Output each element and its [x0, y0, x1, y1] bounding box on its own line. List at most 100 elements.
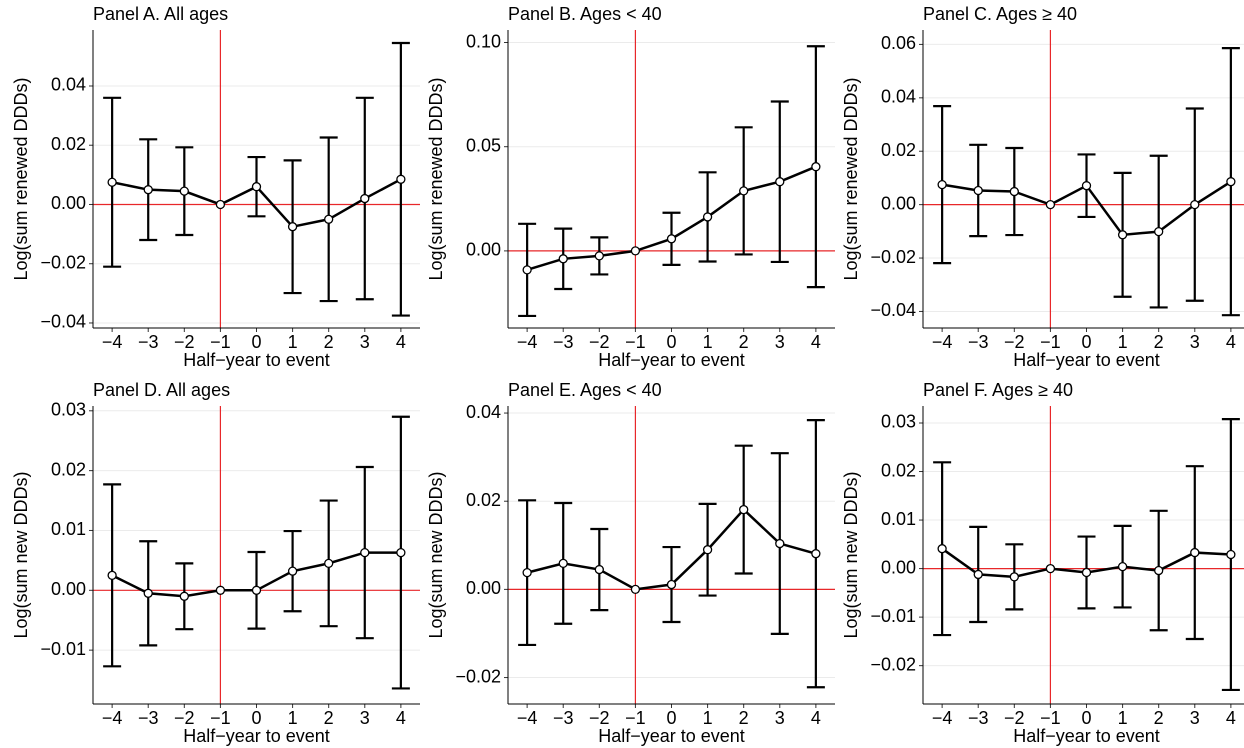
estimate-point [594, 251, 604, 261]
x-tick-label: −3 [138, 332, 159, 352]
estimate-point [396, 174, 406, 184]
estimate-point [937, 179, 947, 190]
y-tick-label: 0.10 [466, 31, 501, 51]
x-axis-label: Half−year to event [598, 726, 745, 746]
x-axis-label: Half−year to event [1013, 350, 1160, 370]
estimate-point [396, 547, 406, 558]
estimate-point [143, 185, 153, 195]
panel: −0.04 −0.02 0.00 0.02 0.04 −4 −3 −2 −1 0 1 2 3 4 Panel… [11, 4, 420, 370]
x-tick-label: 4 [811, 332, 821, 352]
x-tick-label: 1 [703, 708, 713, 728]
estimate-point [739, 504, 749, 515]
estimate-point [215, 585, 226, 595]
estimate-point [522, 567, 532, 578]
x-tick-label: −3 [968, 708, 989, 728]
x-tick-label: 0 [1081, 332, 1091, 352]
estimate-point [1117, 230, 1128, 240]
y-tick-label: 0.01 [881, 509, 916, 529]
y-axis-label: Log(sum renewed DDDs) [11, 77, 31, 280]
panel-title: Panel C. Ages ≥ 40 [923, 4, 1077, 24]
x-tick-label: −4 [102, 708, 123, 728]
estimate-point [702, 212, 713, 222]
x-tick-label: 3 [360, 332, 370, 352]
x-tick-label: 0 [1081, 708, 1091, 728]
y-tick-label: 0.02 [466, 490, 501, 510]
x-tick-label: −4 [932, 332, 953, 352]
y-tick-label: 0.01 [51, 519, 86, 539]
x-tick-label: 1 [703, 332, 713, 352]
y-tick-label: −0.04 [40, 312, 86, 332]
estimate-point [775, 177, 785, 187]
y-tick-label: 0.04 [51, 75, 86, 95]
y-axis-label: Log(sum renewed DDDs) [426, 77, 446, 280]
x-tick-label: −1 [210, 332, 231, 352]
x-tick-label: 0 [251, 708, 261, 728]
estimate-point [1081, 567, 1092, 578]
estimate-point [107, 570, 117, 580]
x-tick-label: 1 [1118, 332, 1128, 352]
x-tick-label: 0 [666, 332, 676, 352]
estimate-point [360, 193, 370, 204]
y-tick-label: 0.02 [51, 134, 86, 154]
y-tick-label: −0.04 [870, 300, 916, 320]
x-tick-label: 4 [1226, 332, 1236, 352]
x-tick-label: −3 [968, 332, 989, 352]
x-tick-label: 0 [666, 708, 676, 728]
panel: −0.04 −0.02 0.00 0.02 0.04 0.06 −4 −3 −2 −1 0 1 2 3 4 P… [841, 4, 1244, 370]
estimate-point [1154, 565, 1164, 576]
estimate-point [287, 222, 298, 232]
x-tick-label: 2 [324, 708, 334, 728]
x-tick-label: 2 [739, 332, 749, 352]
y-tick-label: −0.02 [40, 252, 86, 272]
x-tick-label: 3 [775, 708, 785, 728]
y-tick-label: 0.00 [881, 193, 916, 213]
estimate-point [775, 538, 785, 549]
x-tick-label: 4 [396, 708, 406, 728]
estimate-point [937, 544, 947, 554]
estimate-point [558, 254, 568, 264]
y-tick-label: 0.04 [881, 87, 916, 107]
x-tick-label: 1 [288, 332, 298, 352]
x-axis-label: Half−year to event [183, 726, 330, 746]
x-tick-label: 3 [360, 708, 370, 728]
estimate-point [1117, 561, 1128, 572]
estimate-point [1154, 226, 1164, 237]
estimate-point [1190, 547, 1200, 558]
estimate-point [739, 186, 749, 196]
x-tick-label: −3 [553, 332, 574, 352]
panel: 0.00 0.05 0.10 −4 −3 −2 −1 0 1 2 3 4 Panel B. Ages <… [426, 4, 835, 370]
estimate-point [1190, 199, 1200, 210]
panel-title: Panel A. All ages [93, 4, 228, 24]
y-tick-label: 0.02 [881, 140, 916, 160]
estimate-point [666, 579, 677, 590]
x-tick-label: 3 [1190, 708, 1200, 728]
x-tick-label: −1 [625, 708, 646, 728]
x-tick-label: 3 [775, 332, 785, 352]
x-tick-label: 4 [1226, 708, 1236, 728]
x-tick-label: −2 [174, 332, 195, 352]
x-tick-label: −2 [1004, 332, 1025, 352]
estimate-point [1081, 181, 1092, 191]
x-axis-label: Half−year to event [183, 350, 330, 370]
estimate-point [973, 569, 983, 580]
x-axis-label: Half−year to event [1013, 726, 1160, 746]
y-tick-label: −0.01 [40, 639, 86, 659]
y-axis-label: Log(sum new DDDs) [426, 471, 446, 638]
x-tick-label: 2 [1154, 332, 1164, 352]
x-tick-label: 1 [288, 708, 298, 728]
x-tick-label: −1 [625, 332, 646, 352]
x-tick-label: −1 [1040, 332, 1061, 352]
x-tick-label: −3 [138, 708, 159, 728]
estimate-point [179, 591, 189, 601]
estimate-point [666, 234, 677, 244]
y-tick-label: 0.06 [881, 33, 916, 53]
y-tick-label: 0.02 [881, 460, 916, 480]
y-tick-label: 0.02 [51, 459, 86, 479]
estimate-point [1045, 199, 1056, 210]
panel-title: Panel F. Ages ≥ 40 [923, 380, 1073, 400]
panel: −0.02 −0.01 0.00 0.01 0.02 0.03 −4 −3 −2 −1 0 1 2 3 4 P… [841, 380, 1244, 746]
y-axis-label: Log(sum new DDDs) [841, 471, 861, 638]
estimate-point [251, 585, 262, 595]
estimate-point [215, 199, 226, 210]
